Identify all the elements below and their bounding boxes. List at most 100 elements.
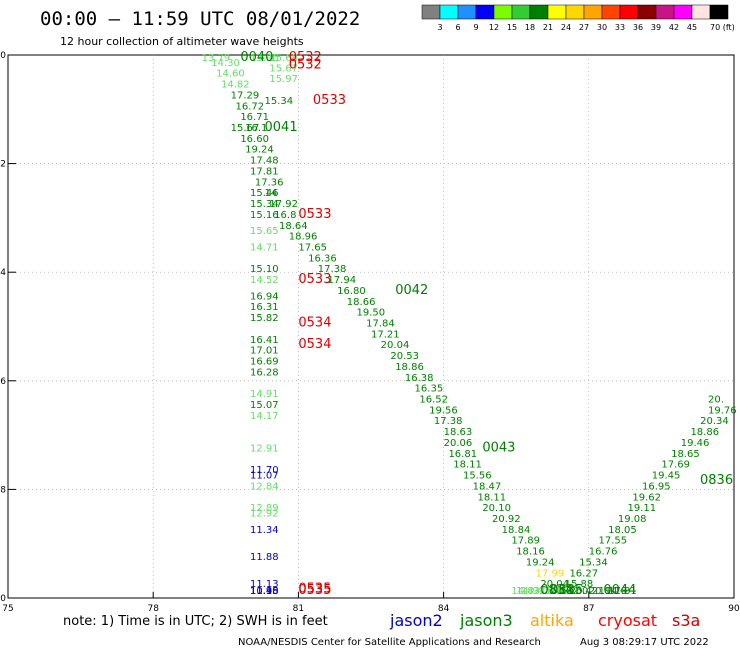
satellite-legend-altika: altika xyxy=(530,611,574,630)
wave-height-value: 20.92 xyxy=(492,514,521,525)
y-tick-label: 46 xyxy=(0,377,6,387)
wave-height-value: 20.14 xyxy=(589,586,618,597)
wave-height-value: 15.16 xyxy=(250,210,279,221)
source-credit: NOAA/NESDIS Center for Satellite Applica… xyxy=(238,637,541,648)
x-tick-label: 81 xyxy=(293,604,304,614)
color-scale-label: 21 xyxy=(543,23,553,32)
color-scale-label: 18 xyxy=(525,23,535,32)
pass-time-label: 0534 xyxy=(298,337,331,352)
wave-height-value: 12.92 xyxy=(250,509,279,520)
pass-time-label: 0043 xyxy=(482,440,515,455)
color-scale-label: 24 xyxy=(561,23,571,32)
wave-height-value: 18.66 xyxy=(347,297,376,308)
wave-height-value: 18.84 xyxy=(502,525,531,536)
wave-height-value: 14.91 xyxy=(250,389,279,400)
wave-height-value: 15.56 xyxy=(463,471,492,482)
wave-height-value: 16.28 xyxy=(250,367,279,378)
satellite-legend-s3a: s3a xyxy=(672,611,700,630)
color-swatch xyxy=(421,4,441,20)
wave-height-value: 18.05 xyxy=(608,525,637,536)
wave-height-value: 15.82 xyxy=(250,313,279,324)
wave-height-values: 13.79 13.96 14.3014.6014.8217.2916.7216.71… xyxy=(202,50,737,598)
wave-height-value: 20.72 xyxy=(550,586,579,597)
wave-height-value: 15.67 xyxy=(269,63,298,74)
pass-time-label: 0535 xyxy=(298,582,331,597)
wave-height-value: 16.76 xyxy=(589,547,618,558)
color-swatch xyxy=(619,4,639,20)
wave-height-value: 14.17 xyxy=(250,411,279,422)
wave-height-value: 15.97 xyxy=(269,74,298,85)
wave-height-value: 13.79 xyxy=(202,53,231,64)
color-scale-label: 12 xyxy=(489,23,499,32)
color-swatch xyxy=(565,4,585,20)
wave-height-value: 15.46 xyxy=(250,188,279,199)
grid-lines xyxy=(8,55,734,598)
wave-height-value: 11.07 xyxy=(250,471,279,482)
wave-height-value: 16.1 xyxy=(245,123,267,134)
wave-height-value: 19.62 xyxy=(632,492,661,503)
pass-time-label: 0533 xyxy=(313,93,346,108)
wave-height-value: 10.95 xyxy=(250,586,279,597)
x-tick-label: 75 xyxy=(2,604,13,614)
wave-height-value: 19.24 xyxy=(526,557,555,568)
pass-time-label: 0040 xyxy=(240,50,273,65)
wave-height-value: 15.90 xyxy=(540,586,569,597)
wave-height-value: 13.96 xyxy=(250,53,279,64)
color-scale-label: 36 xyxy=(633,23,643,32)
wave-height-value: 11.13 xyxy=(250,579,279,590)
wave-height-value: 18.86 xyxy=(690,427,719,438)
pass-time-label: 0042 xyxy=(395,283,428,298)
wave-height-value: 15.6 xyxy=(545,586,567,597)
color-swatch xyxy=(439,4,459,20)
color-scale-label: 70 (ft) xyxy=(710,23,735,32)
wave-height-value: 15.88 xyxy=(565,579,594,590)
pass-time-label: 0532 xyxy=(289,58,322,73)
wave-height-value: 16.95 xyxy=(642,481,671,492)
wave-height-value: 20. xyxy=(708,395,724,406)
color-swatch xyxy=(691,4,711,20)
wave-height-value: 17.36 xyxy=(255,177,284,188)
wave-height-value: 15.68 xyxy=(269,53,298,64)
color-swatch xyxy=(547,4,567,20)
wave-height-value: 17.29 xyxy=(231,90,260,101)
wave-height-value: 15.10 xyxy=(250,264,279,275)
wave-height-value: 17.38 xyxy=(434,416,463,427)
wave-height-value: 17.84 xyxy=(366,319,395,330)
wave-height-value: 11.48 xyxy=(250,586,279,597)
color-swatch xyxy=(583,4,603,20)
plot-area: 40 42 44 46 48 50 75 78 81 84 87 90 13.79 13.96 14.3… xyxy=(0,50,740,614)
x-tick-label: 78 xyxy=(147,604,159,614)
y-tick-label: 50 xyxy=(0,594,6,604)
wave-height-value: 18.47 xyxy=(473,481,502,492)
wave-height-value: 18.96 xyxy=(289,232,318,243)
wave-height-value: 17.55 xyxy=(598,536,627,547)
wave-height-value: 14.52 xyxy=(250,275,279,286)
wave-height-value: 15.34 xyxy=(265,96,294,107)
color-scale-label: 3 xyxy=(437,23,442,32)
wave-height-value: 16.81 xyxy=(448,449,477,460)
wave-height-value: 18.65 xyxy=(671,449,700,460)
wave-height-value: 19.11 xyxy=(628,503,657,514)
wave-height-value: 20.06 xyxy=(444,438,473,449)
x-tick-label: 84 xyxy=(438,604,450,614)
wave-height-value: 16.52 xyxy=(419,395,448,406)
wave-height-value: 19.18 xyxy=(598,586,627,597)
color-swatch xyxy=(511,4,531,20)
wave-height-value: 15.34 xyxy=(579,557,608,568)
y-tick-label: 44 xyxy=(0,268,6,278)
color-scale-label: 45 xyxy=(687,23,697,32)
wave-height-value: 16.38 xyxy=(405,373,434,384)
pass-time-label: 0535 xyxy=(298,583,331,598)
wave-height-value: 20.34 xyxy=(700,416,729,427)
wave-height-value: 16.94 xyxy=(250,291,279,302)
wave-height-value: 18.86 xyxy=(395,362,424,373)
x-tick-label: 90 xyxy=(728,604,740,614)
wave-height-value: 17.48 xyxy=(250,156,279,167)
wave-height-value: 20.53 xyxy=(390,351,419,362)
color-scale-label: 15 xyxy=(507,23,517,32)
pass-time-label: 0533 xyxy=(298,207,331,222)
pass-time-label: 0534 xyxy=(298,316,331,331)
wave-height-value: 14.30 xyxy=(211,58,240,69)
wave-height-value: 18.60 xyxy=(560,586,589,597)
wave-height-value: 14.91 xyxy=(516,586,545,597)
